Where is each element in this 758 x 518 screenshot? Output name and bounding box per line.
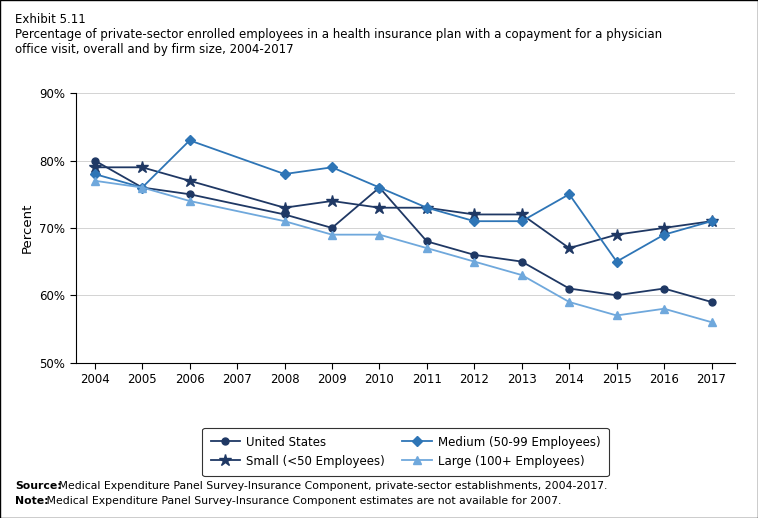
- Text: Source:: Source:: [15, 481, 62, 491]
- Text: Medical Expenditure Panel Survey-Insurance Component, private-sector establishme: Medical Expenditure Panel Survey-Insuran…: [55, 481, 607, 491]
- Text: Exhibit 5.11: Exhibit 5.11: [15, 13, 86, 26]
- Y-axis label: Percent: Percent: [20, 203, 34, 253]
- Legend: United States, Small (<50 Employees), Medium (50-99 Employees), Large (100+ Empl: United States, Small (<50 Employees), Me…: [202, 428, 609, 476]
- Text: Note:: Note:: [15, 496, 49, 506]
- Text: Medical Expenditure Panel Survey-Insurance Component estimates are not available: Medical Expenditure Panel Survey-Insuran…: [43, 496, 562, 506]
- Text: Percentage of private-sector enrolled employees in a health insurance plan with : Percentage of private-sector enrolled em…: [15, 28, 662, 56]
